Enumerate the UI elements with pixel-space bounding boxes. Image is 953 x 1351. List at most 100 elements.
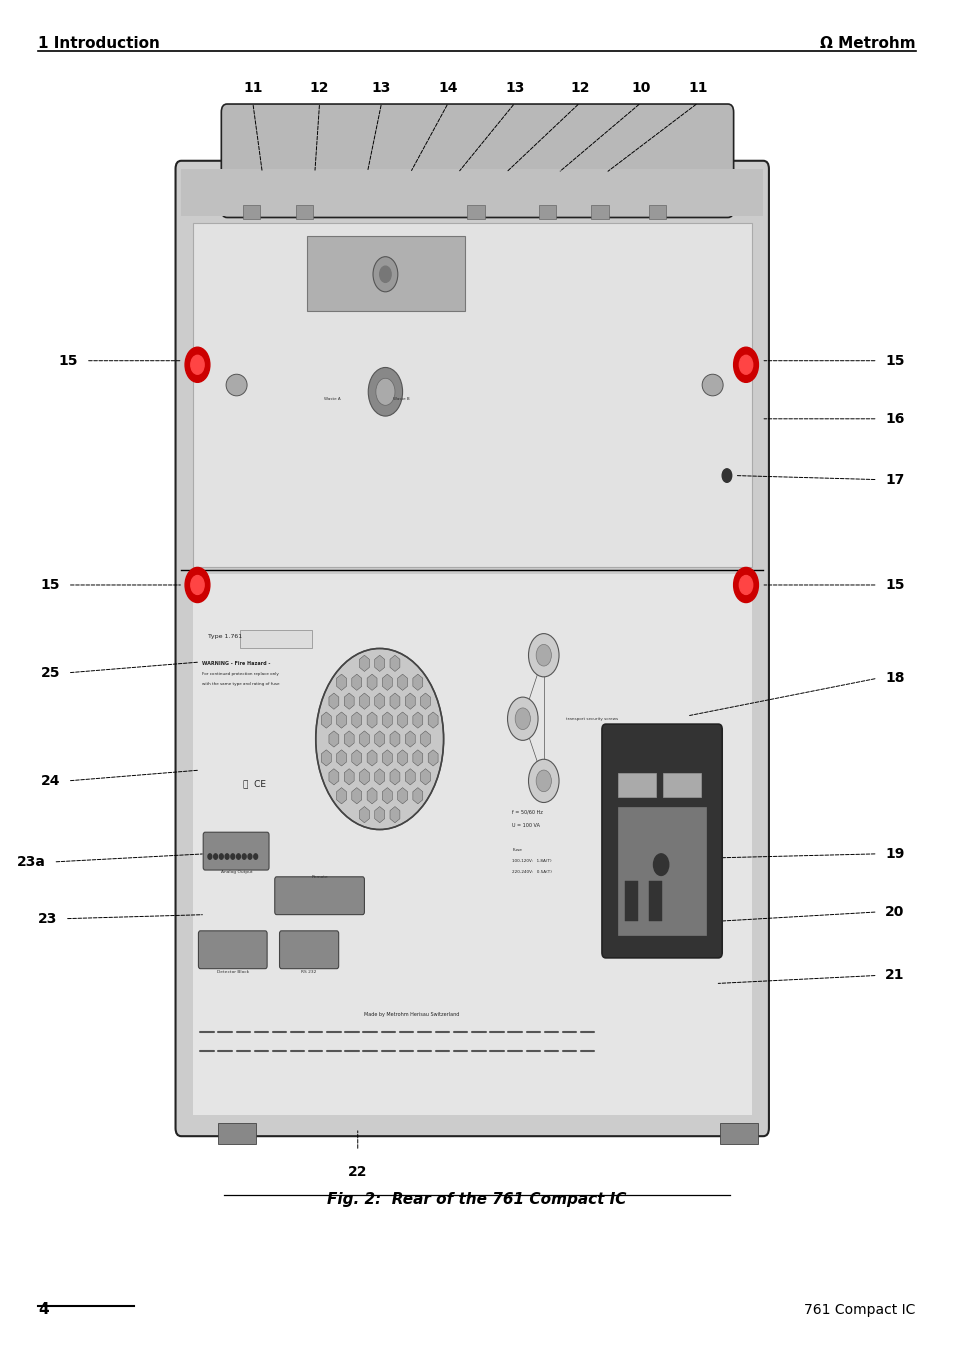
Circle shape: [236, 854, 240, 859]
Text: 15: 15: [41, 578, 60, 592]
Bar: [193, 574, 751, 1115]
Circle shape: [248, 854, 252, 859]
Text: 12: 12: [570, 81, 589, 95]
Text: 24: 24: [41, 774, 60, 788]
Circle shape: [185, 567, 210, 603]
Text: 16: 16: [884, 412, 903, 426]
Text: 1 Introduction: 1 Introduction: [38, 36, 160, 51]
Text: 10: 10: [631, 81, 650, 95]
Text: 15: 15: [59, 354, 78, 367]
Circle shape: [536, 644, 551, 666]
Text: 23: 23: [38, 912, 57, 925]
Circle shape: [253, 854, 257, 859]
Text: f = 50/60 Hz: f = 50/60 Hz: [512, 809, 542, 815]
Circle shape: [733, 347, 758, 382]
Text: 15: 15: [884, 354, 903, 367]
Text: Remote: Remote: [311, 875, 328, 880]
Bar: [295, 205, 313, 219]
Bar: [538, 205, 556, 219]
Circle shape: [739, 355, 752, 374]
Bar: [662, 773, 700, 797]
Text: 17: 17: [884, 473, 903, 486]
Circle shape: [191, 576, 204, 594]
Text: 14: 14: [438, 81, 457, 95]
Circle shape: [515, 708, 530, 730]
Circle shape: [315, 648, 443, 830]
Circle shape: [225, 854, 229, 859]
Bar: [193, 223, 751, 567]
Text: 13: 13: [505, 81, 524, 95]
Circle shape: [536, 770, 551, 792]
Text: Ⓢ  CE: Ⓢ CE: [243, 780, 266, 788]
Bar: [648, 205, 665, 219]
Text: 21: 21: [884, 969, 903, 982]
Circle shape: [721, 469, 731, 482]
FancyBboxPatch shape: [203, 832, 269, 870]
Circle shape: [375, 378, 395, 405]
Circle shape: [219, 854, 223, 859]
Bar: [243, 205, 260, 219]
Ellipse shape: [226, 374, 247, 396]
Bar: [307, 236, 464, 311]
Text: Waste B: Waste B: [393, 397, 410, 401]
Text: Ω Metrohm: Ω Metrohm: [820, 36, 915, 51]
Text: RS 232: RS 232: [301, 970, 316, 974]
Text: 100-120V:   1.8A(T): 100-120V: 1.8A(T): [512, 859, 552, 863]
Bar: [240, 630, 312, 648]
Bar: [648, 881, 661, 921]
Circle shape: [242, 854, 246, 859]
Circle shape: [185, 347, 210, 382]
Text: 11: 11: [243, 81, 262, 95]
FancyBboxPatch shape: [601, 724, 721, 958]
Text: Analog Output: Analog Output: [220, 870, 253, 874]
Bar: [624, 881, 638, 921]
Bar: [618, 807, 705, 935]
Bar: [618, 773, 656, 797]
Text: For continued protection replace only: For continued protection replace only: [202, 673, 279, 677]
FancyBboxPatch shape: [175, 161, 768, 1136]
Ellipse shape: [701, 374, 722, 396]
Bar: [217, 1123, 255, 1144]
Text: 25: 25: [41, 666, 60, 680]
Circle shape: [733, 567, 758, 603]
Text: U = 100 VA: U = 100 VA: [512, 823, 539, 828]
Text: 15: 15: [884, 578, 903, 592]
Text: 12: 12: [310, 81, 329, 95]
Text: 19: 19: [884, 847, 903, 861]
Text: 761 Compact IC: 761 Compact IC: [803, 1304, 915, 1317]
FancyBboxPatch shape: [221, 104, 733, 218]
Circle shape: [739, 576, 752, 594]
Text: Fig. 2:  Rear of the 761 Compact IC: Fig. 2: Rear of the 761 Compact IC: [327, 1192, 626, 1206]
Bar: [591, 205, 608, 219]
Circle shape: [213, 854, 217, 859]
Circle shape: [528, 634, 558, 677]
FancyBboxPatch shape: [198, 931, 267, 969]
Text: 4: 4: [38, 1302, 49, 1317]
Text: 13: 13: [372, 81, 391, 95]
Circle shape: [368, 367, 402, 416]
Circle shape: [528, 759, 558, 802]
Circle shape: [208, 854, 212, 859]
Text: 11: 11: [688, 81, 707, 95]
FancyBboxPatch shape: [274, 877, 364, 915]
Text: WARNING - Fire Hazard -: WARNING - Fire Hazard -: [202, 661, 271, 666]
Circle shape: [231, 854, 234, 859]
Text: 20: 20: [884, 905, 903, 919]
Text: Waste A: Waste A: [324, 397, 341, 401]
Text: Detector Block: Detector Block: [216, 970, 249, 974]
Text: Fuse: Fuse: [512, 848, 521, 852]
Text: with the same type and rating of fuse: with the same type and rating of fuse: [202, 682, 279, 686]
Circle shape: [373, 257, 397, 292]
Text: transport security screws: transport security screws: [565, 717, 618, 720]
Text: Made by Metrohm Herisau Switzerland: Made by Metrohm Herisau Switzerland: [364, 1012, 459, 1017]
Circle shape: [191, 355, 204, 374]
Text: 18: 18: [884, 671, 903, 685]
Text: Type 1.761: Type 1.761: [208, 634, 242, 639]
Circle shape: [379, 266, 391, 282]
FancyBboxPatch shape: [279, 931, 338, 969]
Text: 220-240V:   0.5A(T): 220-240V: 0.5A(T): [512, 870, 552, 874]
Text: 22: 22: [348, 1165, 367, 1178]
Bar: [467, 205, 484, 219]
Text: 23a: 23a: [17, 855, 46, 869]
Circle shape: [653, 854, 668, 875]
